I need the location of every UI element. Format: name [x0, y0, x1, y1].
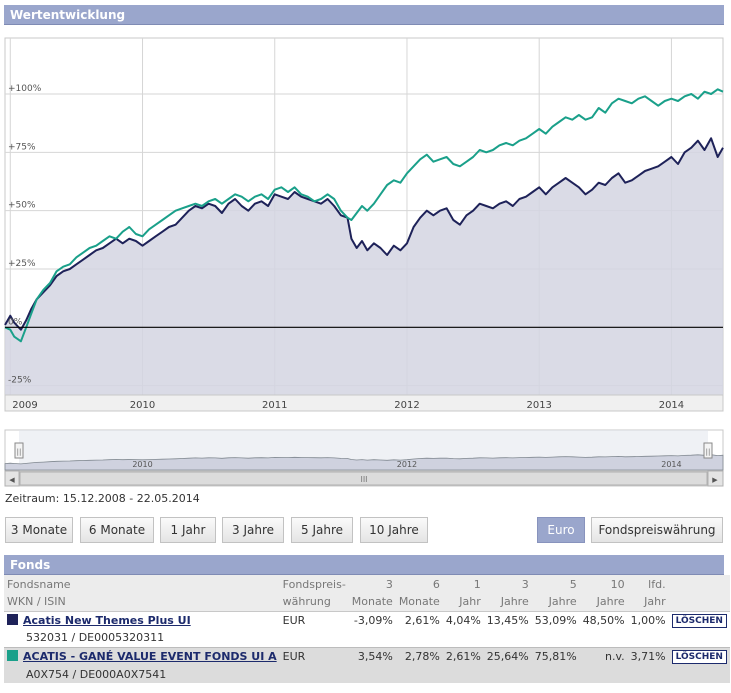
perf-6m: 2,78% [395, 647, 443, 665]
y-tick-label: +75% [8, 142, 36, 152]
x-tick-label: 2012 [394, 400, 419, 411]
scrollbar-grip: III [360, 475, 367, 484]
perf-10y: n.v. [579, 647, 628, 665]
x-tick-labels: 2009 2010 2011 2012 2013 2014 [12, 400, 684, 411]
navigator-series-area [4, 454, 724, 471]
series-line-1 [4, 88, 724, 343]
table-row: ACATIS - GANÉ VALUE EVENT FONDS UI A EUR… [4, 647, 730, 665]
period-button-3-monate[interactable]: 3 Monate [5, 517, 73, 543]
x-tick-label: 2014 [659, 400, 684, 411]
perf-3m: -3,09% [348, 611, 396, 629]
x-tick-label: 2013 [526, 400, 551, 411]
perf-3m: 3,54% [348, 647, 396, 665]
perf-1y: 2,61% [442, 647, 484, 665]
section-header-wertentwicklung: Wertentwicklung [4, 5, 724, 25]
zeitraum-label: Zeitraum: 15.12.2008 - 22.05.2014 [5, 492, 200, 505]
period-button-6-monate[interactable]: 6 Monate [80, 517, 154, 543]
col-1j-bottom: Jahr [442, 593, 484, 612]
currency-button-euro[interactable]: Euro [537, 517, 585, 543]
fund-name-link[interactable]: Acatis New Themes Plus UI [23, 613, 191, 627]
navigator-tick-labels: 2010 2012 2014 [132, 460, 681, 469]
col-1j-top: 1 [442, 575, 484, 593]
scrollbar-left-button[interactable] [4, 470, 20, 487]
perf-1y: 4,04% [442, 611, 484, 629]
performance-chart: +100% +75% +50% +25% 0% -25% 2009 2010 2011 2012… [4, 37, 724, 487]
main-plot: +100% +75% +50% +25% 0% -25% [4, 37, 724, 411]
y-tick-label: 0% [8, 317, 23, 327]
col-10j-bottom: Jahre [579, 593, 628, 612]
funds-table: Fondsname Fondspreis- 3 6 1 3 5 10 lfd. … [4, 575, 730, 683]
navigator-handle-left[interactable]: || [14, 442, 24, 459]
table-row-sub: 532031 / DE0005320311 [4, 629, 730, 648]
navigator-tick-label: 2012 [397, 460, 417, 469]
x-tick-label: 2010 [130, 400, 155, 411]
fund-name-link[interactable]: ACATIS - GANÉ VALUE EVENT FONDS UI A [23, 649, 277, 663]
fund-currency: EUR [279, 647, 349, 665]
col-wkn-isin: WKN / ISIN [4, 593, 280, 612]
scrollbar-thumb[interactable] [19, 471, 708, 486]
perf-6m: 2,61% [395, 611, 443, 629]
period-button-1-jahr[interactable]: 1 Jahr [160, 517, 216, 543]
col-5j-top: 5 [531, 575, 580, 593]
col-fondspreis: Fondspreis- [279, 575, 349, 593]
col-waehrung: währung [279, 593, 349, 612]
delete-button[interactable]: LÖSCHEN [671, 613, 727, 628]
x-axis-band [4, 394, 724, 412]
section-header-fonds: Fonds [4, 555, 724, 575]
col-5j-bottom: Jahre [531, 593, 580, 612]
col-3j-top: 3 [483, 575, 532, 593]
col-3m-top: 3 [348, 575, 396, 593]
perf-3y: 25,64% [483, 647, 532, 665]
navigator[interactable]: 2010 2012 2014 || || [4, 429, 724, 472]
fund-wkn-isin: A0X754 / DE000A0X7541 [4, 665, 280, 683]
navigator-handle-right[interactable]: || [703, 442, 713, 459]
perf-10y: 48,50% [579, 611, 628, 629]
col-3m-bottom: Monate [348, 593, 396, 612]
y-tick-label: +25% [8, 259, 36, 269]
col-6m-bottom: Monate [395, 593, 443, 612]
perf-5y: 75,81% [531, 647, 580, 665]
series-color-swatch [7, 649, 18, 661]
scroll-right-icon: ▶ [712, 476, 718, 484]
handle-right-grip: || [706, 448, 711, 456]
navigator-tick-label: 2014 [661, 460, 681, 469]
perf-ytd: 1,00% [627, 611, 669, 629]
col-fondsname: Fondsname [4, 575, 280, 593]
fund-wkn-isin: 532031 / DE0005320311 [4, 629, 280, 648]
y-tick-label: -25% [8, 376, 32, 386]
scrollbar[interactable]: ◀ III ▶ [4, 470, 724, 487]
series-line-0 [4, 137, 724, 331]
currency-button-fondspreiswaehrung[interactable]: Fondspreiswährung [591, 517, 723, 543]
period-button-3-jahre[interactable]: 3 Jahre [222, 517, 284, 543]
col-lfd-bottom: Jahr [627, 593, 669, 612]
navigator-tick-label: 2010 [132, 460, 152, 469]
scrollbar-right-button[interactable] [707, 470, 724, 487]
perf-ytd: 3,71% [627, 647, 669, 665]
x-tick-label: 2009 [12, 400, 37, 411]
y-tick-label: +100% [8, 84, 42, 94]
perf-5y: 53,09% [531, 611, 580, 629]
perf-3y: 13,45% [483, 611, 532, 629]
series-area-0 [5, 138, 723, 396]
col-10j-top: 10 [579, 575, 628, 593]
table-row: Acatis New Themes Plus UI EUR -3,09% 2,6… [4, 611, 730, 629]
col-3j-bottom: Jahre [483, 593, 532, 612]
y-tick-label: +50% [8, 201, 36, 211]
col-lfd-top: lfd. [627, 575, 669, 593]
period-button-5-jahre[interactable]: 5 Jahre [291, 517, 353, 543]
scroll-left-icon: ◀ [9, 476, 15, 484]
handle-left-grip: || [17, 448, 22, 456]
x-tick-label: 2011 [262, 400, 287, 411]
delete-button[interactable]: LÖSCHEN [671, 649, 727, 664]
series-color-swatch [7, 613, 18, 625]
table-row-sub: A0X754 / DE000A0X7541 [4, 665, 730, 683]
series-lines [4, 88, 724, 396]
y-tick-labels: +100% +75% +50% +25% 0% -25% [8, 84, 42, 386]
col-6m-top: 6 [395, 575, 443, 593]
fund-currency: EUR [279, 611, 349, 629]
period-button-10-jahre[interactable]: 10 Jahre [360, 517, 428, 543]
